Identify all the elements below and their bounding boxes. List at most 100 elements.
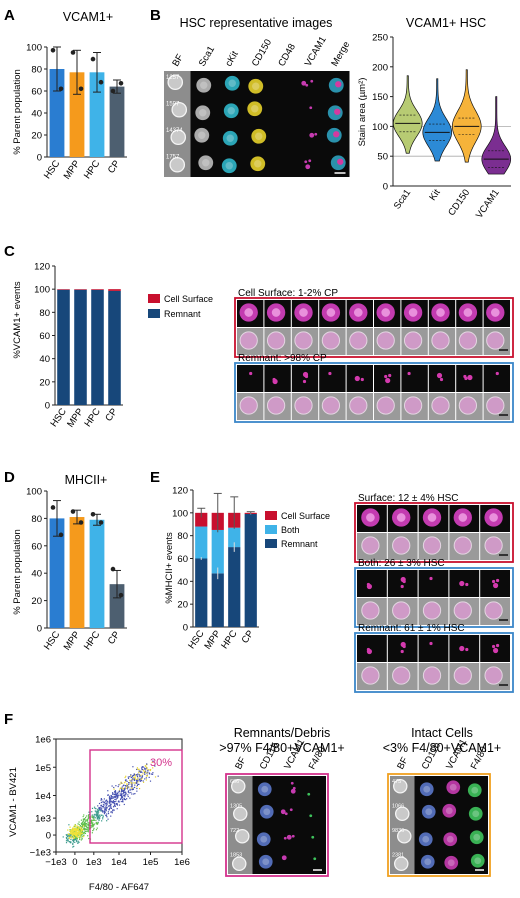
- scatter-point: [85, 828, 87, 831]
- strip-cell-bf: [349, 331, 368, 350]
- panel-e: E %MHCII+ events 0 20 40 60 80 100 120 HSCMPPHP…: [150, 469, 514, 693]
- cell-highlight: [251, 105, 259, 113]
- scatter-point: [109, 805, 111, 807]
- stain-speck: [289, 808, 293, 812]
- scatter-point: [98, 814, 100, 816]
- scatter-point: [79, 831, 81, 833]
- scatter-point: [70, 833, 72, 836]
- scatter-point: [65, 842, 68, 844]
- scatter-point: [111, 792, 114, 794]
- scatter-point: [132, 766, 134, 768]
- strip-speck: [328, 371, 332, 376]
- panel-d-letter: D: [4, 469, 15, 486]
- y-tick-label: 1e5: [35, 763, 51, 774]
- scatter-point: [144, 771, 146, 773]
- scatter-point-dense: [76, 825, 78, 827]
- cell-stain: [420, 854, 435, 869]
- row-id-label: 1597: [166, 102, 180, 108]
- cell-highlight: [252, 82, 260, 90]
- scatter-point-dense: [78, 827, 80, 829]
- strip-speck: [436, 372, 443, 379]
- scatter-point: [81, 831, 83, 833]
- scatter-point: [148, 776, 150, 779]
- image-tile: [296, 150, 323, 177]
- scatter-point: [140, 778, 142, 781]
- image-tile: [270, 97, 297, 124]
- scatter-point: [83, 834, 85, 836]
- scatter-point: [119, 798, 122, 801]
- stain-speck: [282, 856, 286, 860]
- strip-cell-center: [489, 513, 498, 522]
- scatter-point: [134, 786, 136, 789]
- scatter-point: [123, 803, 125, 806]
- scatter-point: [96, 811, 98, 813]
- scatter-point: [103, 811, 106, 813]
- strip-cell-bf: [361, 536, 380, 555]
- scatter-point-dense: [76, 835, 78, 837]
- x-tick-label-mpp: MPP: [62, 158, 83, 181]
- scatter-point: [118, 800, 120, 802]
- scatter-point: [124, 781, 127, 783]
- scatter-point: [131, 775, 134, 777]
- scatter-point: [77, 827, 79, 829]
- scatter-point: [96, 814, 98, 816]
- y-tick-label: 20: [39, 377, 50, 388]
- scatter-point: [99, 814, 101, 816]
- scatter-point-dense: [72, 831, 74, 833]
- x-tick-label: −1e3: [45, 857, 66, 868]
- merge-overlay: [337, 158, 344, 165]
- cell-stain: [467, 783, 482, 798]
- scatter-point: [134, 777, 136, 779]
- scatter-point: [70, 841, 72, 843]
- scatter-point: [93, 818, 95, 820]
- scatter-point-dense: [80, 826, 82, 829]
- scatter-point: [105, 802, 107, 804]
- scatter-point-dense: [73, 826, 75, 828]
- stain-speck: [307, 792, 311, 796]
- y-tick-label: −1e3: [30, 848, 51, 859]
- strip-speck: [407, 371, 411, 376]
- scatter-point-dense: [80, 829, 83, 831]
- cell-highlight: [447, 859, 455, 867]
- strip-cell-bf: [422, 666, 442, 685]
- stain-speck: [290, 781, 294, 785]
- strip-speck: [302, 371, 309, 378]
- scatter-point: [127, 776, 129, 778]
- scatter-point: [131, 793, 133, 795]
- legend-cell-surface: Cell Surface: [164, 294, 213, 304]
- scatter-point: [102, 806, 104, 808]
- scatter-point: [112, 801, 114, 803]
- cell-highlight: [424, 858, 432, 866]
- x-tick-label: 1e3: [86, 857, 102, 868]
- scatter-point: [132, 788, 134, 790]
- image-tile: [277, 849, 302, 874]
- cell-highlight: [254, 160, 262, 168]
- panel-e-caption-both: Both: 26 ± 3% HSC: [358, 558, 445, 569]
- scatter-point: [96, 823, 98, 825]
- cell-stain: [251, 128, 267, 144]
- image-tile: [270, 71, 297, 98]
- scatter-point: [122, 798, 124, 801]
- scatter-point: [139, 780, 141, 783]
- y-tick-label: 50: [377, 152, 388, 163]
- legend-swatch-both: [265, 525, 277, 534]
- y-tick-label: 20: [31, 596, 42, 607]
- scatter-point: [74, 841, 76, 843]
- scatter-point: [146, 768, 148, 770]
- stain-speck: [305, 164, 311, 170]
- scatter-point: [134, 793, 136, 795]
- scatter-point: [115, 785, 117, 787]
- scatter-point: [105, 805, 107, 807]
- stain-speck: [313, 857, 317, 861]
- scatter-point: [72, 842, 74, 845]
- scatter-point: [136, 790, 138, 792]
- scatter-point: [105, 800, 107, 802]
- scatter-point: [108, 809, 110, 811]
- stain-speck: [301, 80, 307, 86]
- scatter-point: [113, 791, 116, 793]
- scatter-point: [123, 787, 125, 789]
- strip-cell-bf: [376, 396, 395, 415]
- scatter-point: [149, 780, 152, 782]
- scatter-point: [113, 805, 115, 807]
